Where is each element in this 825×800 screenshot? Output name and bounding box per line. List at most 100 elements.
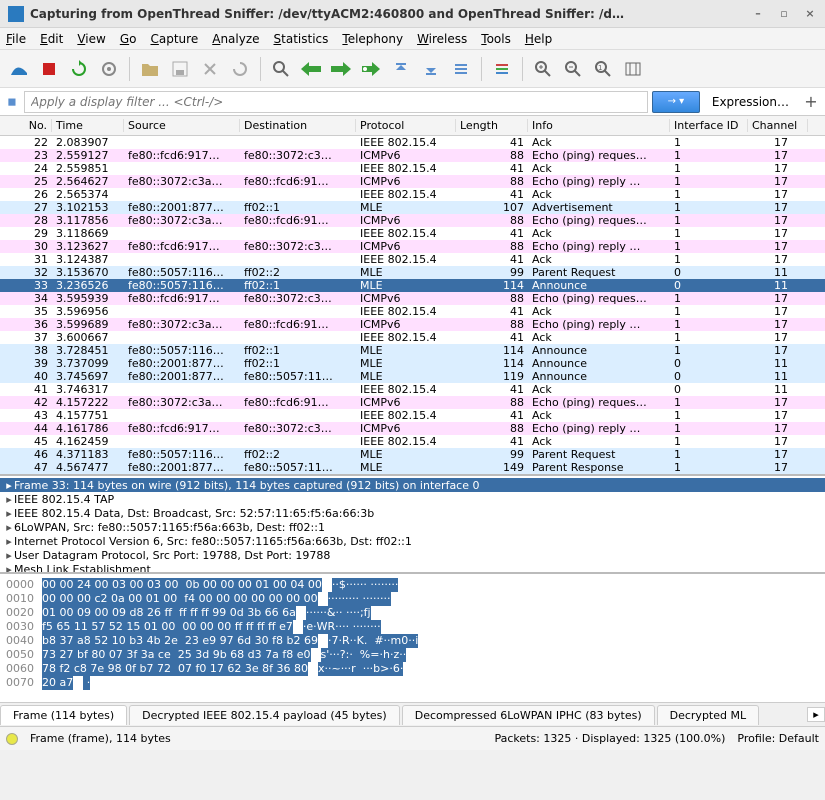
packet-row[interactable]: 222.083907IEEE 802.15.441Ack117	[0, 136, 825, 149]
packet-row[interactable]: 363.599689fe80::3072:c3a…fe80::fcd6:91…I…	[0, 318, 825, 331]
menu-analyze[interactable]: Analyze	[212, 32, 259, 46]
packet-list-body[interactable]: 222.083907IEEE 802.15.441Ack117232.55912…	[0, 136, 825, 474]
packet-row[interactable]: 383.728451fe80::5057:116…ff02::1MLE114An…	[0, 344, 825, 357]
packet-row[interactable]: 444.161786fe80::fcd6:917…fe80::3072:c3…I…	[0, 422, 825, 435]
go-forward-button[interactable]	[328, 56, 354, 82]
capture-options-button[interactable]	[96, 56, 122, 82]
menu-wireless[interactable]: Wireless	[417, 32, 467, 46]
byte-tab[interactable]: Decompressed 6LoWPAN IPHC (83 bytes)	[402, 705, 655, 725]
filter-add-button[interactable]: +	[801, 92, 821, 111]
save-file-button[interactable]	[167, 56, 193, 82]
display-filter-input[interactable]	[24, 91, 648, 113]
byte-tab[interactable]: Decrypted IEEE 802.15.4 payload (45 byte…	[129, 705, 400, 725]
go-to-packet-button[interactable]	[358, 56, 384, 82]
column-header[interactable]: No.	[0, 119, 52, 132]
packet-row[interactable]: 393.737099fe80::2001:877…ff02::1MLE114An…	[0, 357, 825, 370]
detail-line[interactable]: ▸ Internet Protocol Version 6, Src: fe80…	[0, 534, 825, 548]
menu-tools[interactable]: Tools	[481, 32, 511, 46]
menu-edit[interactable]: Edit	[40, 32, 63, 46]
hex-dump[interactable]: 000000 00 24 00 03 00 03 00 0b 00 00 00 …	[0, 572, 825, 702]
packet-row[interactable]: 343.595939fe80::fcd6:917…fe80::3072:c3…I…	[0, 292, 825, 305]
resize-columns-button[interactable]	[620, 56, 646, 82]
detail-line[interactable]: ▸ IEEE 802.15.4 TAP	[0, 492, 825, 506]
menu-view[interactable]: View	[77, 32, 105, 46]
packet-row[interactable]: 474.567477fe80::2001:877…fe80::5057:11…M…	[0, 461, 825, 474]
zoom-in-button[interactable]	[530, 56, 556, 82]
menu-telephony[interactable]: Telephony	[342, 32, 403, 46]
packet-row[interactable]: 464.371183fe80::5057:116…ff02::2MLE99Par…	[0, 448, 825, 461]
maximize-button[interactable]: ▫	[777, 7, 791, 21]
menu-go[interactable]: Go	[120, 32, 137, 46]
packet-row[interactable]: 413.746317IEEE 802.15.441Ack011	[0, 383, 825, 396]
column-header[interactable]: Length	[456, 119, 528, 132]
menu-statistics[interactable]: Statistics	[274, 32, 329, 46]
hex-row[interactable]: 000000 00 24 00 03 00 03 00 0b 00 00 00 …	[6, 578, 819, 592]
open-file-button[interactable]	[137, 56, 163, 82]
packet-row[interactable]: 323.153670fe80::5057:116…ff02::2MLE99Par…	[0, 266, 825, 279]
hex-row[interactable]: 007020 a7 ·	[6, 676, 819, 690]
packet-row[interactable]: 252.564627fe80::3072:c3a…fe80::fcd6:91…I…	[0, 175, 825, 188]
filter-apply-button[interactable]: → ▾	[652, 91, 700, 113]
minimize-button[interactable]: –	[751, 7, 765, 21]
bookmark-icon[interactable]: ◼	[4, 95, 20, 108]
auto-scroll-button[interactable]	[448, 56, 474, 82]
stop-capture-button[interactable]	[36, 56, 62, 82]
packet-row[interactable]: 424.157222fe80::3072:c3a…fe80::fcd6:91…I…	[0, 396, 825, 409]
hex-row[interactable]: 0040b8 37 a8 52 10 b3 4b 2e 23 e9 97 6d …	[6, 634, 819, 648]
byte-tab[interactable]: Frame (114 bytes)	[0, 705, 127, 725]
expert-info-icon[interactable]	[6, 733, 18, 745]
hex-row[interactable]: 005073 27 bf 80 07 3f 3a ce 25 3d 9b 68 …	[6, 648, 819, 662]
column-header[interactable]: Time	[52, 119, 124, 132]
column-header[interactable]: Protocol	[356, 119, 456, 132]
packet-row[interactable]: 283.117856fe80::3072:c3a…fe80::fcd6:91…I…	[0, 214, 825, 227]
packet-row[interactable]: 313.124387IEEE 802.15.441Ack117	[0, 253, 825, 266]
packet-row[interactable]: 262.565374IEEE 802.15.441Ack117	[0, 188, 825, 201]
go-back-button[interactable]	[298, 56, 324, 82]
packet-list-header[interactable]: No.TimeSourceDestinationProtocolLengthIn…	[0, 116, 825, 136]
column-header[interactable]: Source	[124, 119, 240, 132]
column-header[interactable]: Destination	[240, 119, 356, 132]
close-button[interactable]: ×	[803, 7, 817, 21]
detail-line[interactable]: ▸ 6LoWPAN, Src: fe80::5057:1165:f56a:663…	[0, 520, 825, 534]
packet-row[interactable]: 373.600667IEEE 802.15.441Ack117	[0, 331, 825, 344]
go-last-button[interactable]	[418, 56, 444, 82]
byte-tab[interactable]: Decrypted ML	[657, 705, 759, 725]
colorize-button[interactable]	[489, 56, 515, 82]
menu-file[interactable]: File	[6, 32, 26, 46]
column-header[interactable]: Interface ID	[670, 119, 748, 132]
packet-row[interactable]: 303.123627fe80::fcd6:917…fe80::3072:c3…I…	[0, 240, 825, 253]
reload-button[interactable]	[227, 56, 253, 82]
packet-row[interactable]: 333.236526fe80::5057:116…ff02::1MLE114An…	[0, 279, 825, 292]
packet-row[interactable]: 454.162459IEEE 802.15.441Ack117	[0, 435, 825, 448]
column-header[interactable]: Channel	[748, 119, 808, 132]
packet-row[interactable]: 242.559851IEEE 802.15.441Ack117	[0, 162, 825, 175]
restart-capture-button[interactable]	[66, 56, 92, 82]
close-file-button[interactable]	[197, 56, 223, 82]
go-first-button[interactable]	[388, 56, 414, 82]
detail-line[interactable]: ▸ Frame 33: 114 bytes on wire (912 bits)…	[0, 478, 825, 492]
packet-details[interactable]: ▸ Frame 33: 114 bytes on wire (912 bits)…	[0, 474, 825, 572]
hex-row[interactable]: 0030f5 65 11 57 52 15 01 00 00 00 00 ff …	[6, 620, 819, 634]
tabs-scroll-right[interactable]: ▸	[807, 707, 825, 722]
detail-line[interactable]: ▸ User Datagram Protocol, Src Port: 1978…	[0, 548, 825, 562]
filter-expression-button[interactable]: Expression…	[704, 91, 797, 113]
packet-row[interactable]: 273.102153fe80::2001:877…ff02::1MLE107Ad…	[0, 201, 825, 214]
packet-row[interactable]: 353.596956IEEE 802.15.441Ack117	[0, 305, 825, 318]
detail-line[interactable]: ▸ IEEE 802.15.4 Data, Dst: Broadcast, Sr…	[0, 506, 825, 520]
packet-row[interactable]: 293.118669IEEE 802.15.441Ack117	[0, 227, 825, 240]
menu-help[interactable]: Help	[525, 32, 552, 46]
hex-row[interactable]: 006078 f2 c8 7e 98 0f b7 72 07 f0 17 62 …	[6, 662, 819, 676]
packet-row[interactable]: 403.745697fe80::2001:877…fe80::5057:11…M…	[0, 370, 825, 383]
find-button[interactable]	[268, 56, 294, 82]
status-profile[interactable]: Profile: Default	[737, 732, 819, 745]
zoom-reset-button[interactable]: 1	[590, 56, 616, 82]
packet-row[interactable]: 434.157751IEEE 802.15.441Ack117	[0, 409, 825, 422]
hex-row[interactable]: 001000 00 00 c2 0a 00 01 00 f4 00 00 00 …	[6, 592, 819, 606]
detail-line[interactable]: ▸ Mesh Link Establishment	[0, 562, 825, 572]
packet-row[interactable]: 232.559127fe80::fcd6:917…fe80::3072:c3…I…	[0, 149, 825, 162]
menu-capture[interactable]: Capture	[150, 32, 198, 46]
column-header[interactable]: Info	[528, 119, 670, 132]
zoom-out-button[interactable]	[560, 56, 586, 82]
shark-fin-icon[interactable]	[6, 56, 32, 82]
hex-row[interactable]: 002001 00 09 00 09 d8 26 ff ff ff ff 99 …	[6, 606, 819, 620]
